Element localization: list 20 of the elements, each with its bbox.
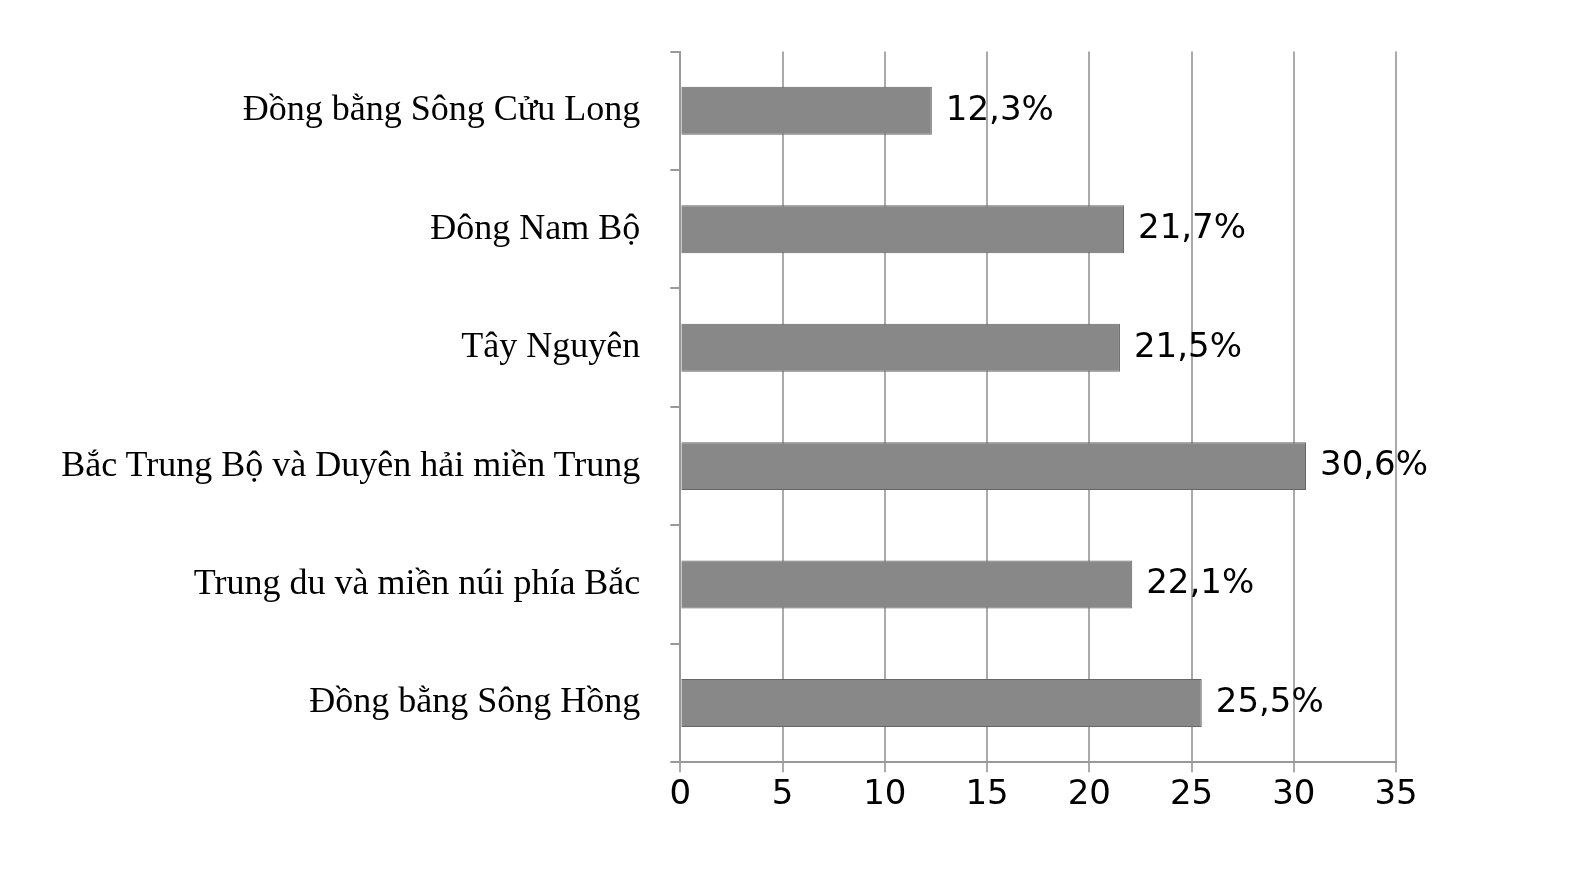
data-label: 22,1% — [1146, 561, 1255, 602]
x-tick-label: 35 — [1374, 772, 1418, 813]
data-label: 12,3% — [945, 87, 1054, 128]
y-tick-label: Đồng bằng Sông Hồng — [309, 680, 641, 721]
y-tick-label: Tây Nguyên — [461, 325, 641, 366]
y-tick-label: Trung du và miền núi phía Bắc — [193, 562, 641, 602]
y-tick-label: Bắc Trung Bộ và Duyên hải miền Trung — [61, 443, 641, 484]
x-tick-label: 20 — [1067, 772, 1111, 813]
data-label: 30,6% — [1320, 442, 1429, 483]
x-tick-label: 15 — [965, 772, 1009, 813]
data-label: 21,5% — [1133, 324, 1242, 365]
x-tick-label: 0 — [669, 772, 692, 813]
y-tick-label: Đông Nam Bộ — [430, 206, 641, 247]
x-tick-label: 5 — [771, 772, 794, 813]
data-label: 25,5% — [1215, 679, 1324, 720]
y-tick-label: Đồng bằng Sông Cửu Long — [242, 88, 641, 129]
x-tick-label: 30 — [1272, 772, 1316, 813]
data-label: 21,7% — [1138, 206, 1247, 247]
x-tick-label: 25 — [1169, 772, 1214, 813]
x-tick-label: 10 — [863, 772, 907, 813]
